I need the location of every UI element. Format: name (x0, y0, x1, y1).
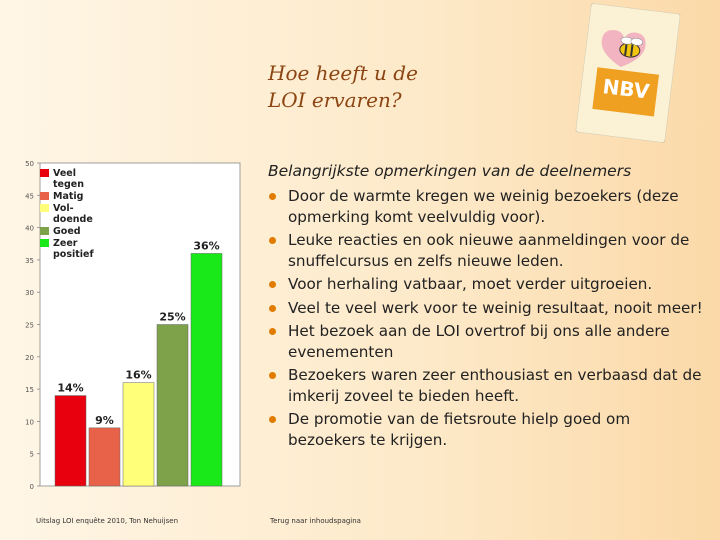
bullet-icon (269, 237, 276, 244)
data-label: 25% (159, 311, 185, 324)
bullet-icon (269, 416, 276, 423)
remark-item: De promotie van de fietsroute hielp goed… (268, 409, 708, 450)
bar (190, 253, 223, 487)
legend-item: Zeer positief (40, 238, 102, 260)
source-note: Uitslag LOI enquête 2010, Ton Nehuijsen (36, 517, 179, 525)
y-tick-label: 5 (30, 451, 34, 459)
remark-text: Voor herhaling vatbaar, moet verder uitg… (288, 275, 653, 293)
bullet-icon (269, 372, 276, 379)
bullet-icon (269, 328, 276, 335)
legend-item: Matig (40, 191, 102, 202)
legend-item: Veel tegen (40, 168, 102, 190)
y-tick-label: 15 (25, 386, 34, 394)
svg-text:NBV: NBV (601, 74, 651, 104)
remark-text: Het bezoek aan de LOI overtrof bij ons a… (288, 322, 670, 361)
legend-label: Goed (53, 226, 81, 237)
legend-label: Zeer positief (53, 238, 94, 260)
y-tick-label: 25 (25, 322, 34, 330)
data-label: 14% (57, 382, 83, 395)
y-tick-label: 30 (25, 289, 34, 297)
y-tick-label: 10 (25, 418, 34, 426)
data-label: 16% (125, 369, 151, 382)
bullet-icon (269, 281, 276, 288)
chart-legend: Veel tegen Matig Vol-doende Goed Zeer positi… (40, 168, 102, 261)
remark-item: Veel te veel werk voor te weinig resulta… (268, 298, 708, 319)
legend-label: Matig (53, 191, 84, 202)
remark-text: Veel te veel werk voor te weinig resulta… (288, 298, 703, 317)
remarks-list: Door de warmte kregen we weinig bezoeker… (268, 186, 708, 453)
legend-swatch (40, 239, 49, 247)
remark-text: De promotie van de fietsroute hielp goed… (288, 410, 631, 449)
nbv-logo: NBV (575, 3, 681, 143)
legend-label: Veel tegen (53, 168, 84, 190)
y-tick-label: 50 (25, 160, 34, 168)
remark-text: Leuke reacties en ook nieuwe aanmeldinge… (288, 231, 690, 270)
bar (156, 324, 189, 487)
remark-item: Leuke reacties en ook nieuwe aanmeldinge… (268, 230, 708, 271)
legend-swatch (40, 227, 49, 235)
legend-item: Goed (40, 226, 102, 237)
remark-item: Het bezoek aan de LOI overtrof bij ons a… (268, 321, 708, 362)
legend-swatch (40, 204, 49, 212)
remark-item: Door de warmte kregen we weinig bezoeker… (268, 186, 708, 227)
bar-chart: 0 5 10 15 20 25 30 35 40 45 50 14% 9% 16% 25% 36% (25, 160, 241, 491)
slide-title: Hoe heeft u de LOI ervaren? (268, 61, 418, 112)
remark-item: Voor herhaling vatbaar, moet verder uitg… (268, 274, 708, 295)
data-label: 36% (193, 239, 219, 252)
legend-label: Vol-doende (53, 203, 93, 225)
y-tick-label: 35 (25, 257, 34, 265)
y-tick-label: 45 (25, 192, 34, 200)
bar (54, 395, 87, 487)
legend-swatch (40, 192, 49, 200)
back-to-contents-link[interactable]: Terug naar inhoudspagina (270, 517, 361, 525)
legend-swatch (40, 169, 49, 177)
bullet-icon (269, 304, 276, 312)
y-tick-label: 0 (30, 483, 34, 491)
bullet-icon (269, 193, 276, 200)
bar (88, 427, 121, 487)
remark-text: Door de warmte kregen we weinig bezoeker… (288, 187, 679, 226)
bar (122, 382, 155, 487)
remark-text: Bezoekers waren zeer enthousiast en verb… (288, 366, 702, 405)
remarks-heading: Belangrijkste opmerkingen van de deelnem… (268, 162, 632, 180)
remark-item: Bezoekers waren zeer enthousiast en verb… (268, 365, 708, 406)
legend-item: Vol-doende (40, 203, 102, 225)
y-tick-label: 40 (25, 225, 34, 233)
y-tick-label: 20 (25, 354, 34, 362)
data-label: 9% (95, 414, 114, 427)
